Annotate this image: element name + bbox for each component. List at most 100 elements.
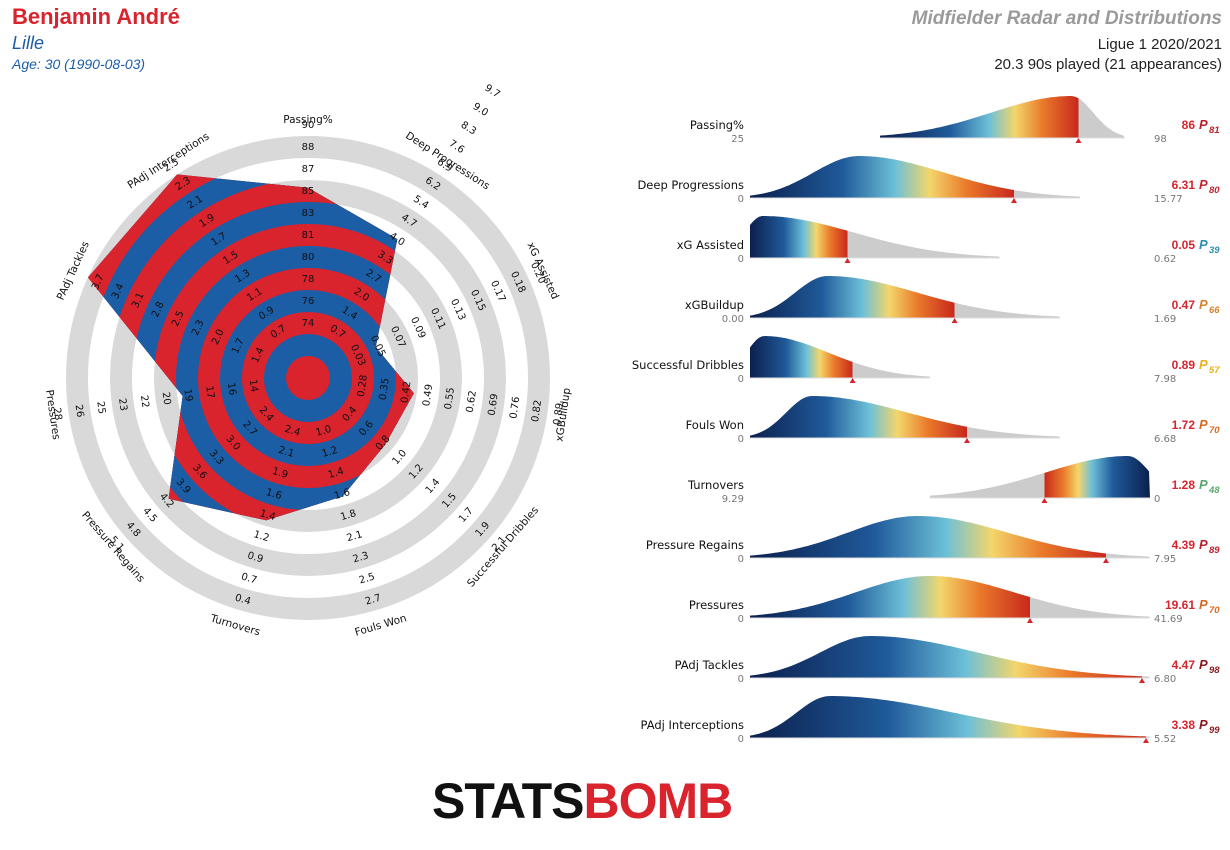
dist-value: 6.31 xyxy=(1172,178,1196,192)
dist-max: 7.95 xyxy=(1154,554,1176,565)
dist-marker xyxy=(951,318,958,323)
dist-percentile: 89 xyxy=(1209,545,1220,556)
radar-tick-label: 0.55 xyxy=(443,387,457,411)
dist-marker xyxy=(1027,618,1033,623)
radar-tick-label: 81 xyxy=(302,230,315,241)
dist-value: 1.28 xyxy=(1172,478,1196,492)
team-name: Lille xyxy=(12,33,45,53)
radar-tick-label: 26 xyxy=(73,404,86,418)
dist-percentile: 70 xyxy=(1209,425,1220,436)
dist-marker xyxy=(1075,138,1082,143)
radar-tick-label: 23 xyxy=(116,398,129,412)
radar-tick-label: 22 xyxy=(138,394,151,408)
league-season: Ligue 1 2020/2021 xyxy=(1097,36,1222,53)
dist-percentile-letter: P xyxy=(1199,237,1208,252)
dist-label: Passing% xyxy=(690,118,744,132)
statsbomb-logo: STATSBOMB xyxy=(432,772,733,830)
logo-part2: BOMB xyxy=(583,773,733,829)
radar-tick-label: 2.5 xyxy=(358,571,376,586)
dist-marker xyxy=(1041,498,1048,503)
dist-percentile: 98 xyxy=(1209,665,1220,676)
radar-tick-label: 2.3 xyxy=(352,550,370,565)
dist-label: PAdj Interceptions xyxy=(641,718,744,732)
radar-tick-label: 0.28 xyxy=(356,374,370,398)
dist-percentile-letter: P xyxy=(1199,417,1208,432)
dist-percentile-letter: P xyxy=(1199,657,1208,672)
radar-tick-label: 2.1 xyxy=(277,445,295,460)
dist-min: 9.29 xyxy=(722,494,744,505)
dist-percentile: 81 xyxy=(1209,125,1220,136)
dist-value: 4.39 xyxy=(1172,538,1196,552)
radar-tick-label: 0.49 xyxy=(421,383,435,407)
dist-marker xyxy=(849,378,856,383)
dist-value: 0.47 xyxy=(1172,298,1196,312)
dist-min: 0 xyxy=(738,434,744,445)
dist-area xyxy=(750,636,1150,678)
radar-tick-label: 20 xyxy=(160,391,173,405)
dist-area xyxy=(750,336,930,378)
dist-min: 0 xyxy=(738,194,744,205)
radar-bg-ring xyxy=(66,136,550,620)
radar-tick-label: 19 xyxy=(181,388,194,402)
dist-percentile-letter: P xyxy=(1199,357,1208,372)
dist-area xyxy=(750,576,1150,618)
dist-value: 3.38 xyxy=(1172,718,1196,732)
radar-tick-label: 85 xyxy=(302,186,315,197)
radar-tick-label: 28 xyxy=(51,407,64,421)
dist-max: 0.62 xyxy=(1154,254,1176,265)
radar-tick-label: 80 xyxy=(302,252,315,263)
radar-tick-label: 0.76 xyxy=(508,396,522,420)
radar-fill-core xyxy=(286,356,330,400)
radar-tick-label: 14 xyxy=(247,379,260,393)
dist-label: Pressure Regains xyxy=(646,538,744,552)
dist-min: 0 xyxy=(738,374,744,385)
dist-percentile-letter: P xyxy=(1199,297,1208,312)
dist-max: 7.98 xyxy=(1154,374,1176,385)
radar-axis-label: Passing% xyxy=(283,114,332,126)
dist-min: 0 xyxy=(738,554,744,565)
dist-max: 0 xyxy=(1154,494,1160,505)
radar-tick-label: 1.2 xyxy=(321,445,339,460)
chart-title: Midfielder Radar and Distributions xyxy=(911,8,1222,29)
radar-tick-label: 1.0 xyxy=(314,424,332,439)
dist-percentile-letter: P xyxy=(1199,537,1208,552)
dist-label: xGBuildup xyxy=(685,298,744,312)
dist-value: 1.72 xyxy=(1172,418,1196,432)
player-name: Benjamin André xyxy=(12,4,180,29)
dist-max: 6.80 xyxy=(1154,674,1176,685)
dist-marker xyxy=(1103,558,1109,563)
radar-tick-label: 90 xyxy=(302,120,315,131)
dist-percentile: 48 xyxy=(1208,485,1220,496)
radar-tick-label: 0.9 xyxy=(246,550,264,565)
dist-area xyxy=(750,696,1150,738)
radar-tick-label: 83 xyxy=(302,208,315,219)
radar-tick-label: 2.1 xyxy=(345,529,363,544)
dist-label: Successful Dribbles xyxy=(632,358,744,372)
dist-percentile: 39 xyxy=(1209,245,1220,256)
radar-tick-label: 1.4 xyxy=(327,466,345,481)
dist-label: Fouls Won xyxy=(686,418,744,432)
radar-tick-label: 1.9 xyxy=(271,466,289,481)
radar-tick-label: 16 xyxy=(225,382,238,396)
player-age: Age: 30 (1990-08-03) xyxy=(12,56,146,72)
dist-label: PAdj Tackles xyxy=(675,658,744,672)
logo-part1: STATS xyxy=(432,773,584,829)
dist-area xyxy=(880,96,1125,138)
radar-tick-label: 88 xyxy=(302,142,315,153)
radar-tick-label: 78 xyxy=(302,274,315,285)
dist-percentile: 70 xyxy=(1209,605,1220,616)
dist-value: 0.05 xyxy=(1172,238,1196,252)
dist-percentile-letter: P xyxy=(1199,717,1208,732)
dist-min: 0.00 xyxy=(722,314,744,325)
dist-marker xyxy=(844,258,851,263)
dist-min: 0 xyxy=(738,674,744,685)
dist-percentile: 99 xyxy=(1209,725,1220,736)
radar-tick-label: 74 xyxy=(302,318,315,329)
dist-percentile-letter: P xyxy=(1199,117,1208,132)
radar-tick-label: 87 xyxy=(302,164,315,175)
radar-tick-label: 1.2 xyxy=(252,529,270,544)
radar-tick-label: 2.4 xyxy=(283,424,301,439)
dist-marker xyxy=(1139,678,1145,683)
dist-marker xyxy=(964,438,970,443)
